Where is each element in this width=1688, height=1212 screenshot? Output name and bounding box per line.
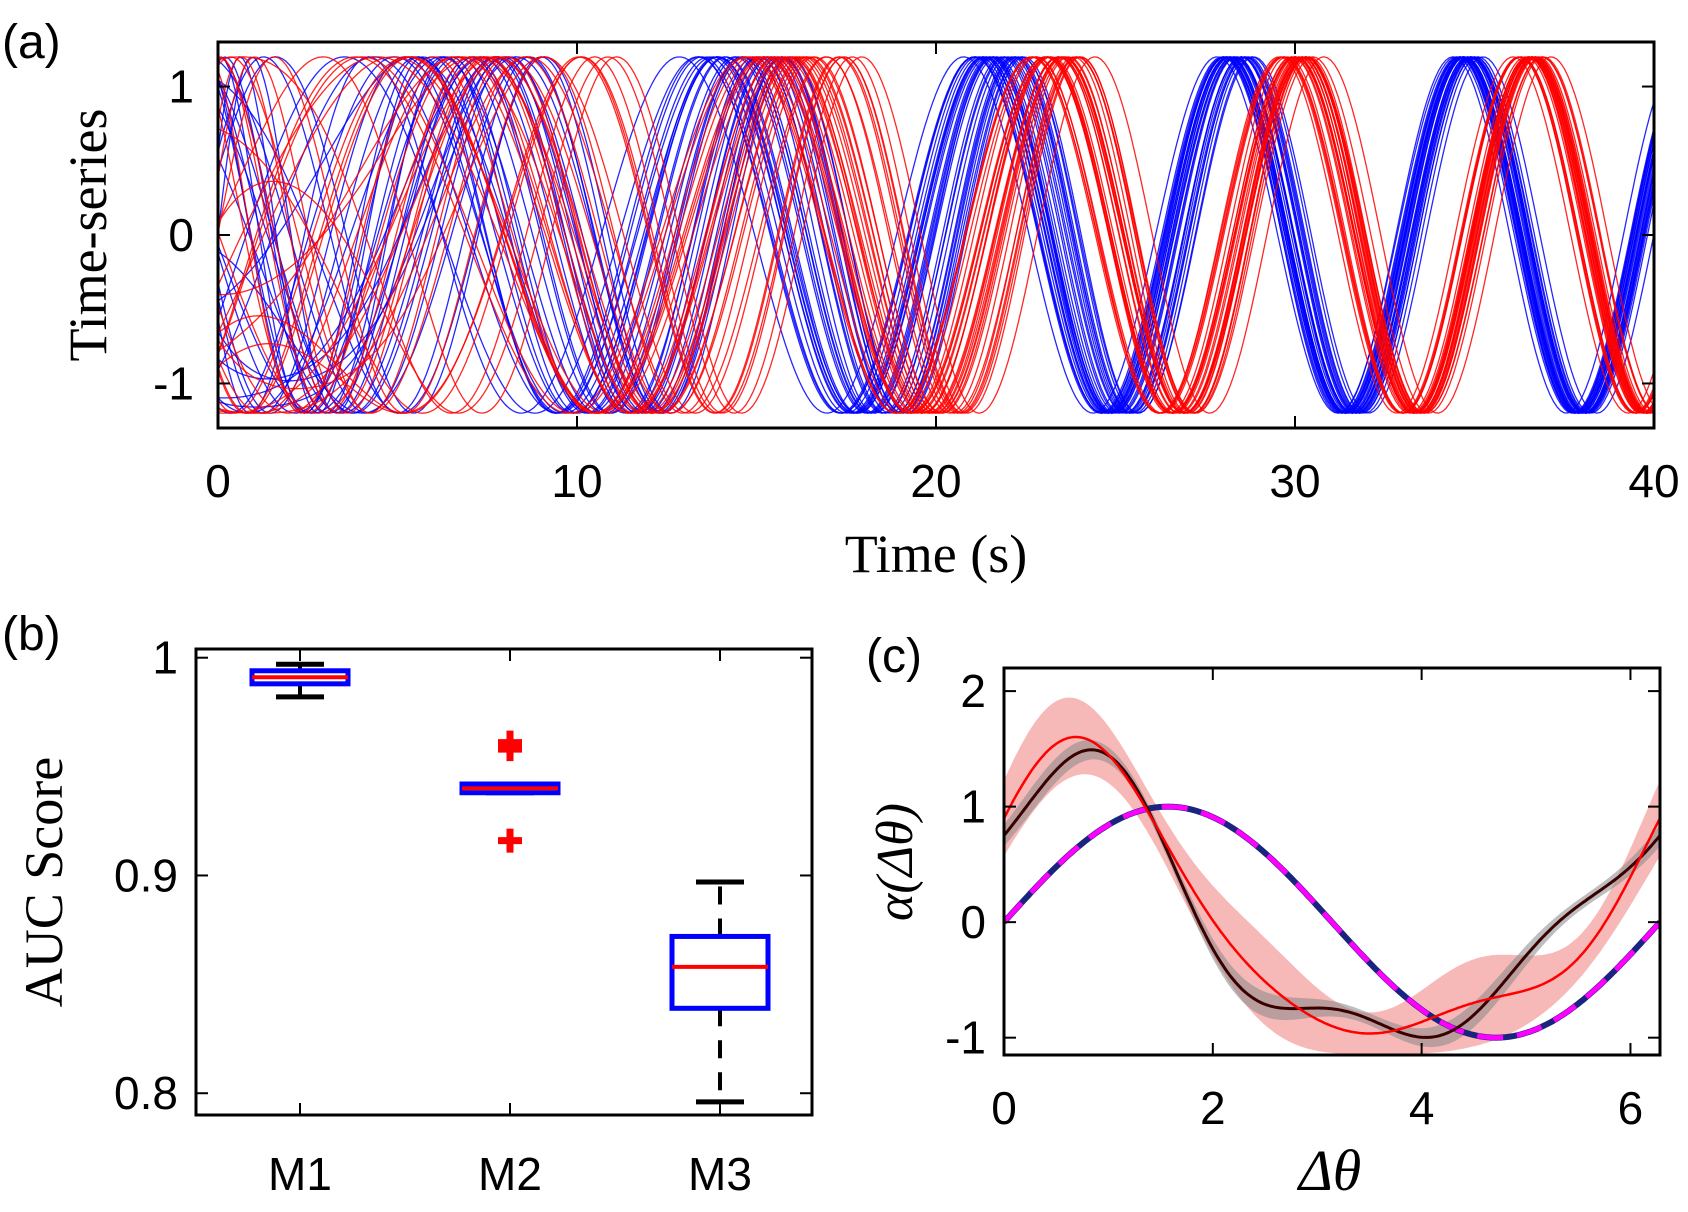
- panel-c-label: (c): [866, 630, 922, 683]
- trace-blue-19: [218, 56, 1654, 414]
- x-tick-label: 2: [1200, 1082, 1226, 1134]
- x-tick-label: 30: [1269, 455, 1320, 507]
- trace-red-18: [218, 56, 1654, 414]
- x-tick-label: 0: [991, 1082, 1017, 1134]
- trace-blue-13: [218, 56, 1654, 414]
- x-tick-label: 10: [551, 455, 602, 507]
- inferred-coupling-line: [1004, 735, 1660, 1035]
- panel-b-boxes: [249, 661, 771, 1105]
- trace-blue-27: [218, 56, 1654, 414]
- trace-red-28: [218, 56, 1654, 414]
- panel-c-frame: [1002, 666, 1662, 1057]
- trace-blue-29: [218, 56, 1654, 414]
- panel-c-curves: [1004, 697, 1660, 1055]
- trace-red-25: [218, 56, 1654, 414]
- trace-red-23: [218, 56, 1654, 414]
- y-tick-label: -1: [945, 1012, 986, 1064]
- y-tick-label: 1: [152, 632, 178, 684]
- y-tick-label: 2: [960, 665, 986, 717]
- x-tick-label: 0: [205, 455, 231, 507]
- y-tick-label: -1: [153, 357, 194, 409]
- trace-blue-15: [218, 56, 1654, 414]
- trace-blue-9: [218, 56, 1654, 414]
- panel-a-xlabel: Time (s): [845, 524, 1028, 584]
- box-M3: [669, 933, 771, 1011]
- panel-b-frame: [194, 647, 814, 1117]
- trace-red-24: [218, 56, 1654, 414]
- trace-red-21: [218, 56, 1654, 414]
- panel-c-ylabel: α(Δθ): [867, 803, 924, 921]
- x-tick-label: M2: [478, 1148, 542, 1200]
- trace-blue-25: [218, 56, 1654, 414]
- panel-a-label: (a): [2, 16, 61, 69]
- y-tick-label: 0: [168, 209, 194, 261]
- y-tick-label: 0.8: [114, 1067, 178, 1119]
- panel-c-xlabel: Δθ: [1297, 1138, 1362, 1203]
- panel-a-traces: [218, 56, 1654, 414]
- x-tick-label: M1: [268, 1148, 332, 1200]
- outlier-M2-2: [498, 828, 522, 853]
- y-tick-label: 0: [960, 896, 986, 948]
- trace-blue-26: [218, 56, 1654, 414]
- outlier-M2-1: [498, 737, 522, 762]
- trace-blue-21: [218, 56, 1654, 414]
- trace-red-4: [218, 56, 1654, 414]
- panel-b-label: (b): [2, 608, 61, 661]
- panel-b-ylabel: AUC Score: [14, 757, 74, 1007]
- x-tick-label: 6: [1618, 1082, 1644, 1134]
- y-tick-label: 1: [960, 781, 986, 833]
- panel-b-plot: M1 M2 M3 1 0.9 0.8: [114, 632, 814, 1200]
- trace-blue-24: [218, 56, 1654, 414]
- sin-fit-dashed-line: [1004, 804, 1660, 1041]
- trace-red-16: [218, 56, 1654, 414]
- x-tick-label: 4: [1409, 1082, 1435, 1134]
- trace-blue-16: [218, 56, 1654, 414]
- y-tick-label: 1: [168, 61, 194, 113]
- trace-red-29: [218, 56, 1654, 414]
- x-tick-label: 20: [910, 455, 961, 507]
- uncertainty-band-wide: [1004, 697, 1660, 1055]
- y-tick-label: 0.9: [114, 849, 178, 901]
- x-tick-label: 40: [1628, 455, 1679, 507]
- panel-a-ylabel: Time-series: [58, 109, 118, 362]
- panel-b-ticks: M1 M2 M3 1 0.9 0.8: [114, 632, 812, 1200]
- x-tick-label: M3: [688, 1148, 752, 1200]
